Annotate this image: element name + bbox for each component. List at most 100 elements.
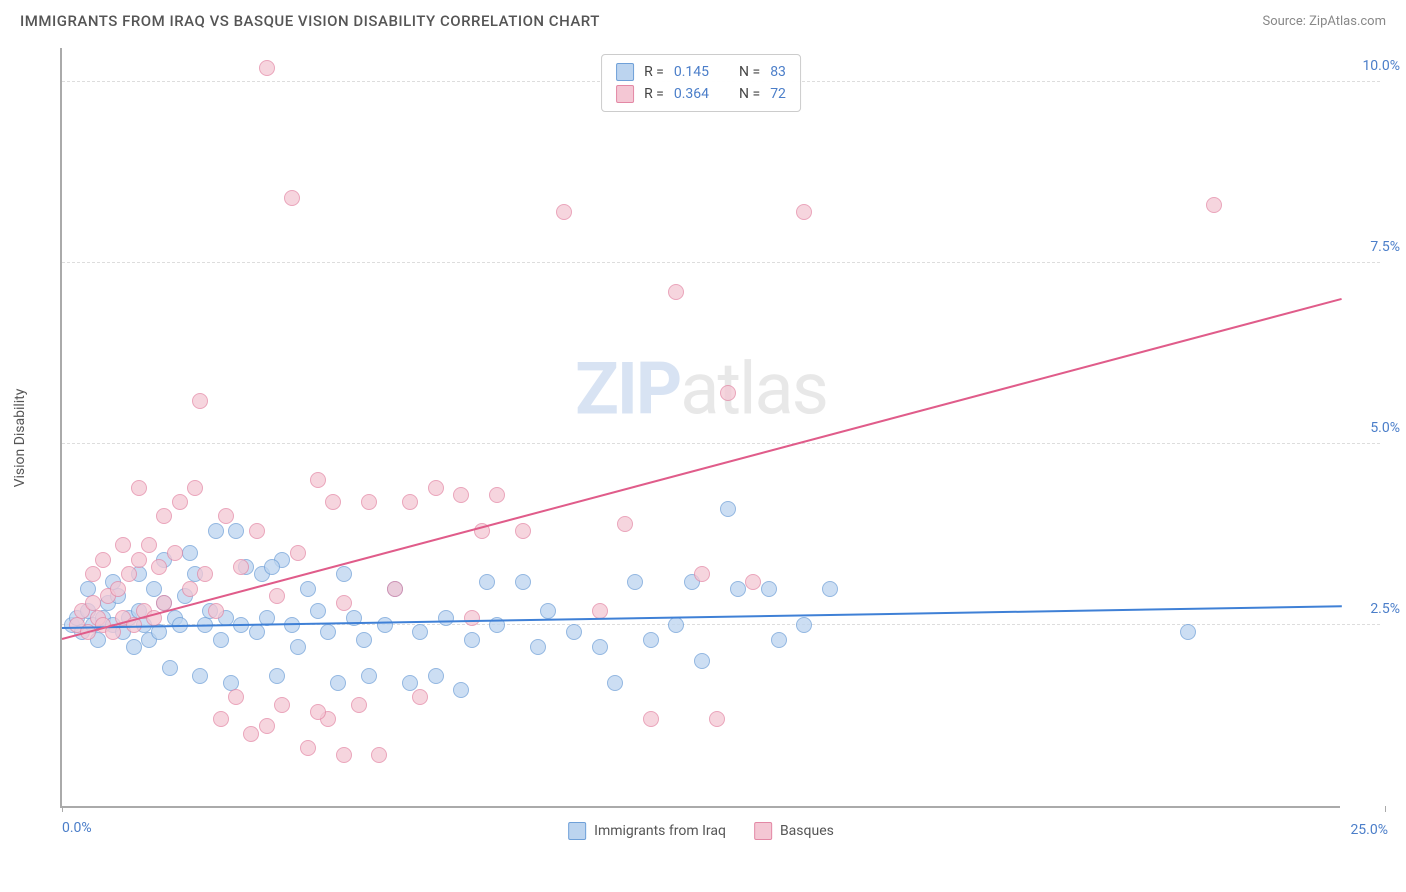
scatter-point-iraq	[592, 639, 608, 655]
trend-line-basque	[62, 297, 1343, 639]
r-label: R =	[644, 86, 664, 102]
scatter-point-basque	[310, 704, 326, 720]
scatter-point-iraq	[269, 668, 285, 684]
scatter-point-basque	[325, 494, 341, 510]
scatter-point-basque	[336, 595, 352, 611]
scatter-point-basque	[290, 545, 306, 561]
scatter-point-basque	[131, 480, 147, 496]
scatter-point-iraq	[566, 624, 582, 640]
scatter-point-basque	[361, 494, 377, 510]
scatter-point-basque	[213, 711, 229, 727]
scatter-point-iraq	[428, 668, 444, 684]
legend-swatch-icon	[754, 822, 772, 840]
plot-area: ZIPatlas R =0.145N =83R =0.364N =72 0.0%…	[60, 48, 1340, 808]
series-label: Immigrants from Iraq	[594, 823, 726, 839]
x-tick-max: 25.0%	[1350, 822, 1388, 838]
legend-swatch-icon	[568, 822, 586, 840]
scatter-point-iraq	[228, 523, 244, 539]
scatter-point-basque	[643, 711, 659, 727]
scatter-point-basque	[182, 581, 198, 597]
scatter-point-basque	[617, 516, 633, 532]
x-tick-min: 0.0%	[62, 820, 92, 836]
scatter-point-iraq	[1180, 624, 1196, 640]
scatter-point-basque	[167, 545, 183, 561]
scatter-point-basque	[228, 689, 244, 705]
scatter-point-basque	[233, 559, 249, 575]
scatter-point-basque	[1206, 197, 1222, 213]
scatter-point-basque	[300, 740, 316, 756]
scatter-point-basque	[412, 689, 428, 705]
scatter-point-iraq	[402, 675, 418, 691]
series-label: Basques	[780, 823, 834, 839]
scatter-point-iraq	[146, 581, 162, 597]
gridline	[62, 262, 1380, 263]
watermark-light: atlas	[680, 347, 827, 432]
scatter-point-basque	[336, 747, 352, 763]
chart-container: Vision Disability ZIPatlas R =0.145N =83…	[50, 48, 1390, 828]
n-value: 83	[770, 64, 786, 80]
scatter-point-basque	[249, 523, 265, 539]
scatter-point-iraq	[771, 632, 787, 648]
scatter-point-basque	[156, 508, 172, 524]
source-label: Source: ZipAtlas.com	[1262, 14, 1386, 29]
scatter-point-iraq	[192, 668, 208, 684]
watermark: ZIPatlas	[575, 347, 827, 432]
scatter-point-basque	[243, 726, 259, 742]
scatter-point-basque	[115, 537, 131, 553]
scatter-point-basque	[259, 718, 275, 734]
scatter-point-basque	[515, 523, 531, 539]
series-legend-basque: Basques	[754, 822, 834, 840]
scatter-point-iraq	[464, 632, 480, 648]
scatter-point-iraq	[668, 617, 684, 633]
scatter-point-basque	[489, 487, 505, 503]
y-tick-label: 7.5%	[1370, 239, 1400, 255]
scatter-point-basque	[796, 204, 812, 220]
scatter-point-basque	[371, 747, 387, 763]
scatter-point-basque	[402, 494, 418, 510]
scatter-point-iraq	[643, 632, 659, 648]
scatter-point-basque	[556, 204, 572, 220]
scatter-point-iraq	[361, 668, 377, 684]
scatter-point-basque	[110, 581, 126, 597]
scatter-point-basque	[218, 508, 234, 524]
scatter-point-basque	[121, 566, 137, 582]
scatter-point-basque	[464, 610, 480, 626]
scatter-point-iraq	[356, 632, 372, 648]
y-tick-label: 10.0%	[1362, 58, 1400, 74]
scatter-point-basque	[387, 581, 403, 597]
scatter-point-iraq	[730, 581, 746, 597]
chart-title: IMMIGRANTS FROM IRAQ VS BASQUE VISION DI…	[20, 12, 600, 30]
gridline	[62, 443, 1380, 444]
scatter-point-iraq	[162, 660, 178, 676]
scatter-point-iraq	[720, 501, 736, 517]
scatter-point-iraq	[694, 653, 710, 669]
watermark-bold: ZIP	[575, 347, 680, 432]
scatter-point-basque	[208, 603, 224, 619]
scatter-point-iraq	[320, 624, 336, 640]
scatter-point-iraq	[540, 603, 556, 619]
scatter-point-basque	[720, 385, 736, 401]
scatter-point-basque	[668, 284, 684, 300]
scatter-point-iraq	[249, 624, 265, 640]
scatter-point-iraq	[310, 603, 326, 619]
scatter-point-iraq	[530, 639, 546, 655]
scatter-point-iraq	[438, 610, 454, 626]
scatter-point-iraq	[208, 523, 224, 539]
scatter-point-basque	[269, 588, 285, 604]
scatter-point-basque	[85, 566, 101, 582]
y-tick-label: 2.5%	[1370, 601, 1400, 617]
r-value: 0.145	[674, 64, 709, 80]
scatter-point-basque	[131, 552, 147, 568]
scatter-point-iraq	[515, 574, 531, 590]
trend-line-iraq	[62, 605, 1342, 629]
n-value: 72	[770, 86, 786, 102]
n-label: N =	[739, 64, 760, 80]
scatter-point-basque	[694, 566, 710, 582]
scatter-point-iraq	[264, 559, 280, 575]
scatter-point-iraq	[300, 581, 316, 597]
scatter-point-iraq	[213, 632, 229, 648]
scatter-point-iraq	[126, 639, 142, 655]
scatter-point-basque	[310, 472, 326, 488]
scatter-point-iraq	[796, 617, 812, 633]
scatter-point-basque	[709, 711, 725, 727]
